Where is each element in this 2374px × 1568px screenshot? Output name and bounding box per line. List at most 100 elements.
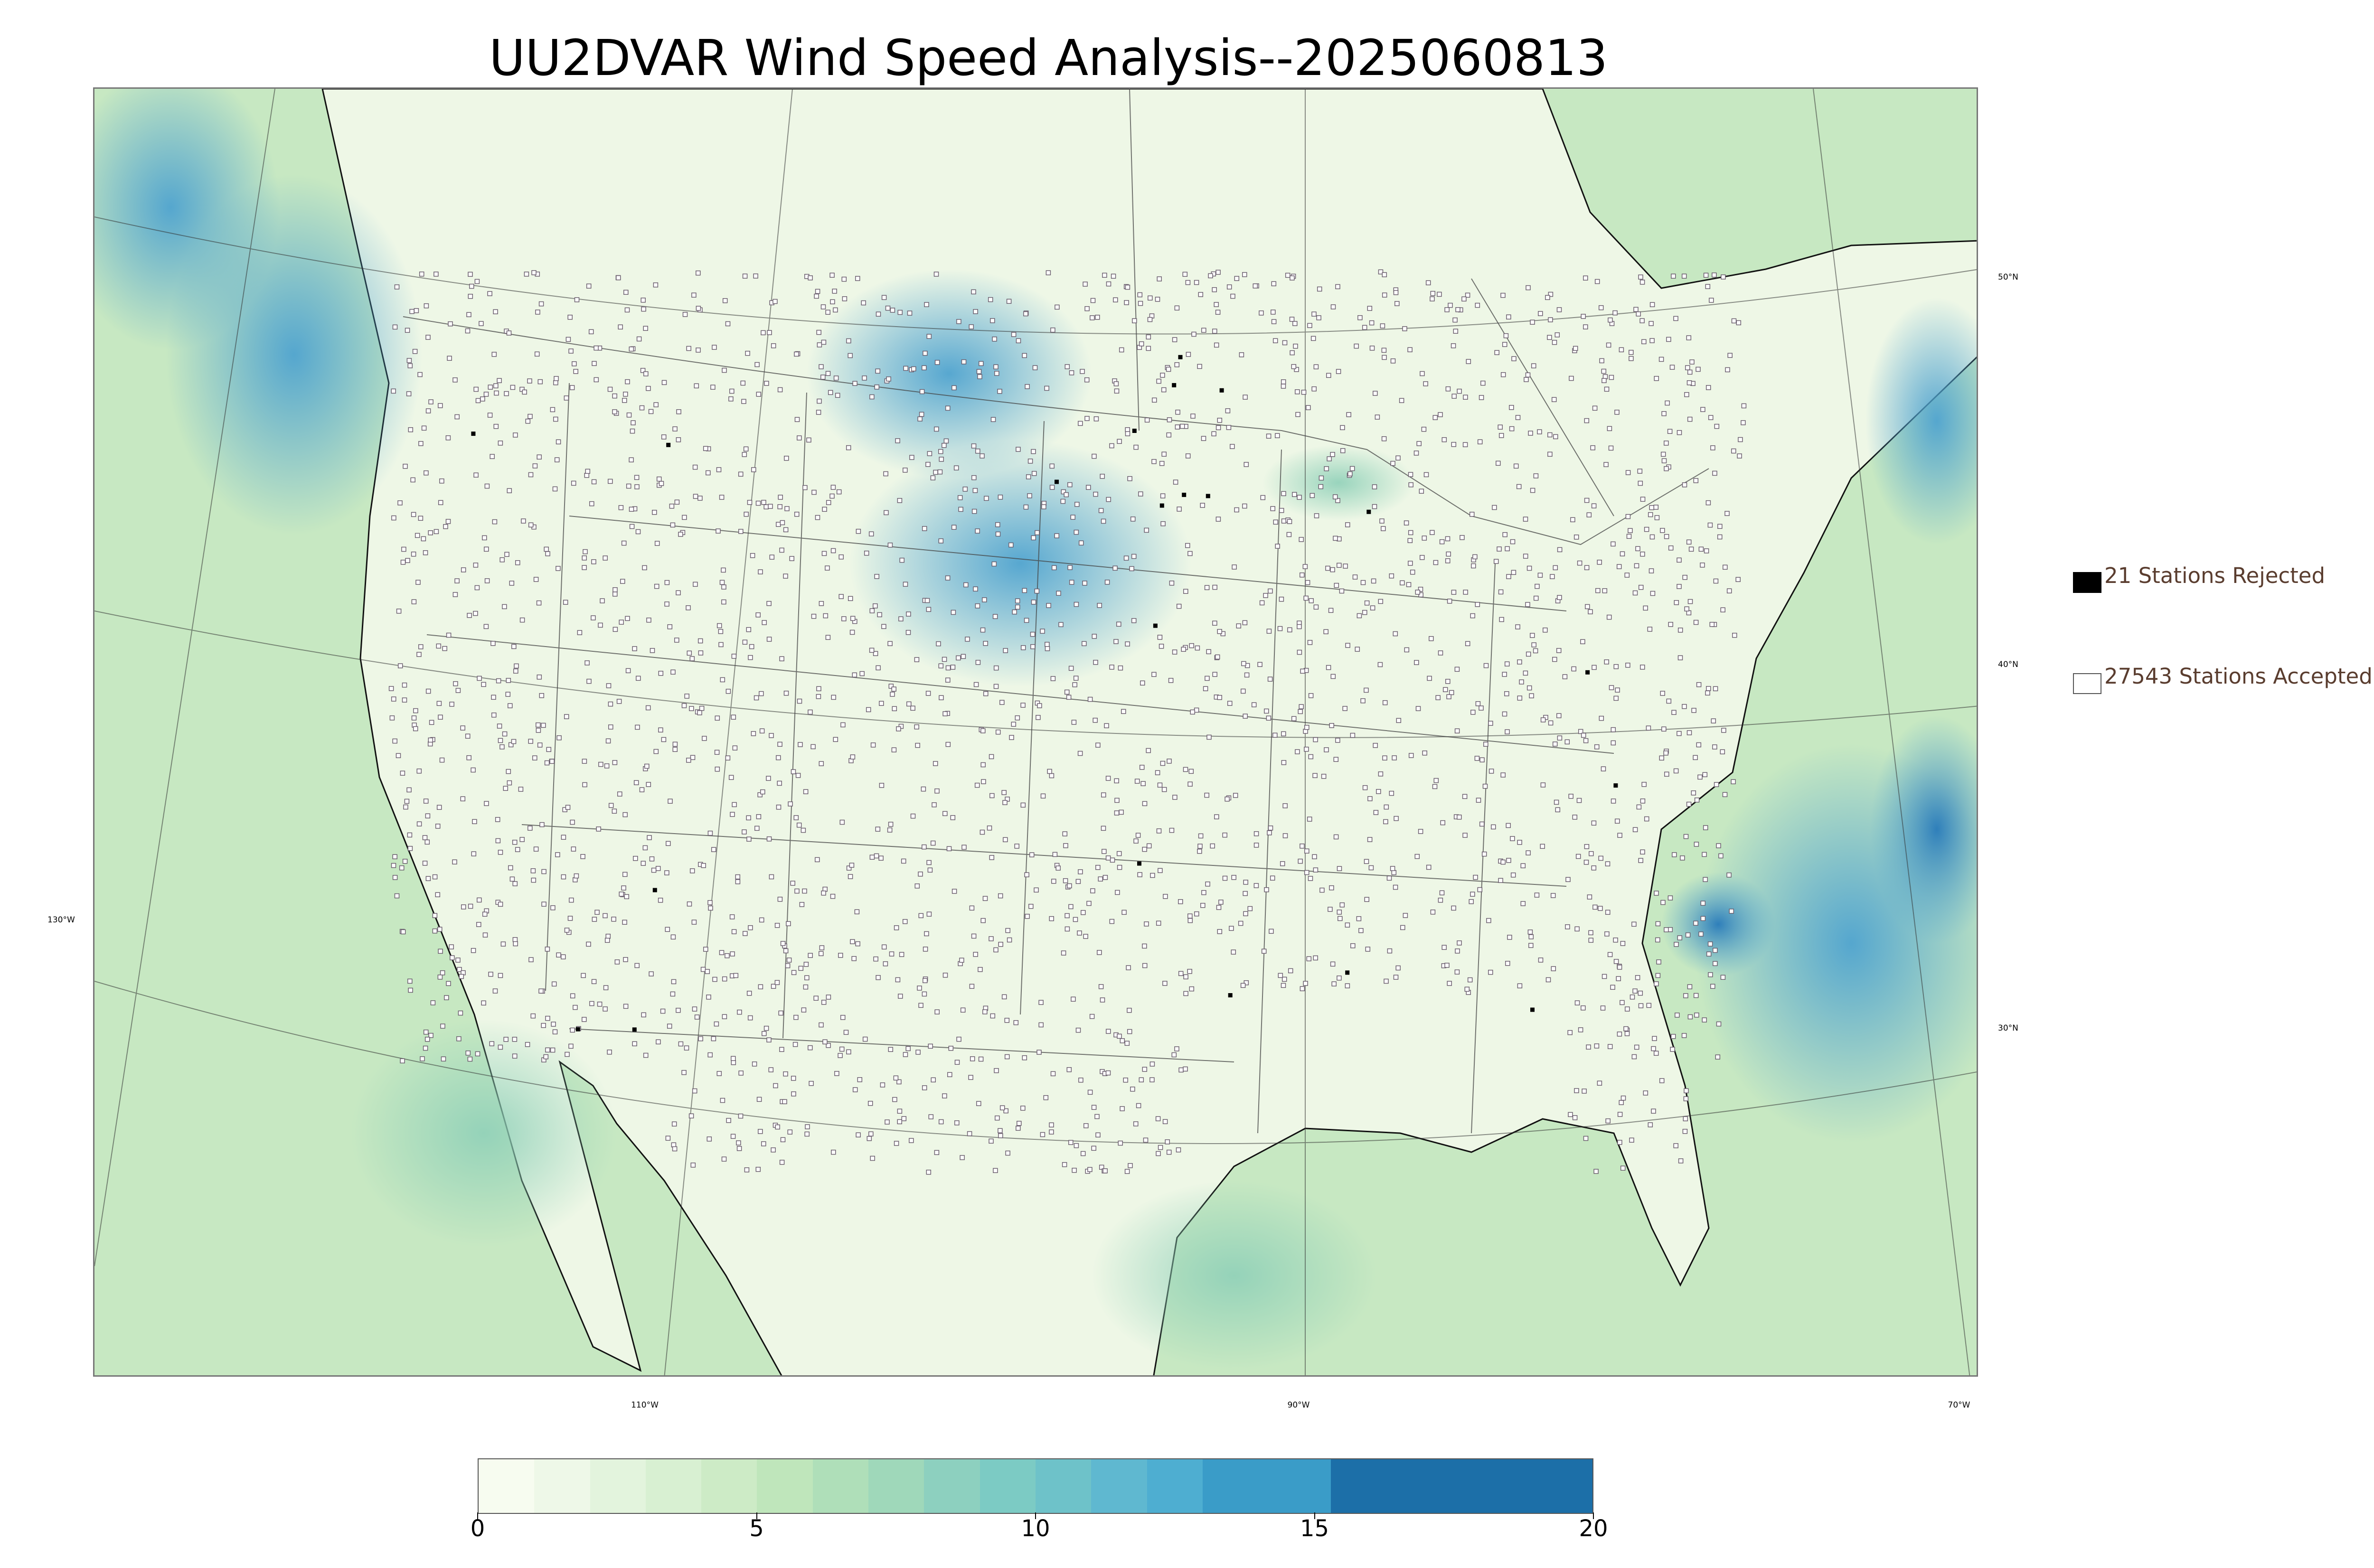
station-accepted [1123, 1077, 1128, 1083]
station-accepted [1718, 853, 1724, 859]
station-accepted [1393, 290, 1399, 295]
station-accepted [1548, 720, 1554, 726]
station-accepted [932, 802, 937, 807]
station-accepted [1075, 1027, 1081, 1033]
station-accepted [1389, 573, 1394, 579]
station-accepted [556, 735, 562, 741]
station-accepted [1273, 519, 1279, 525]
station-accepted [909, 1138, 914, 1143]
station-accepted [1667, 429, 1673, 434]
station-accepted [528, 739, 533, 744]
station-accepted [1113, 297, 1118, 302]
station-accepted [846, 865, 852, 871]
station-accepted [1078, 421, 1083, 426]
station-accepted [1277, 626, 1283, 631]
station-accepted [397, 500, 403, 506]
station-accepted [1242, 620, 1248, 626]
station-accepted [653, 282, 659, 288]
station-accepted [1303, 981, 1308, 986]
station-accepted [1664, 441, 1669, 446]
station-accepted [808, 953, 813, 958]
station-accepted [472, 819, 477, 824]
station-accepted [669, 503, 675, 509]
station-accepted [1179, 423, 1185, 429]
station-accepted [1285, 272, 1291, 278]
station-accepted [803, 789, 809, 794]
station-accepted [1281, 983, 1286, 988]
wind-atlantic-core [1661, 872, 1775, 976]
station-accepted [1242, 272, 1247, 277]
station-accepted [1724, 511, 1730, 516]
station-accepted [735, 874, 741, 880]
station-accepted [1243, 394, 1248, 400]
station-accepted [1062, 831, 1068, 836]
station-accepted [1515, 415, 1521, 420]
station-accepted [984, 496, 989, 501]
station-accepted [1638, 584, 1644, 590]
station-accepted [914, 724, 919, 730]
station-accepted [582, 555, 587, 561]
station-accepted [897, 310, 903, 315]
station-accepted [789, 556, 794, 561]
station-accepted [850, 754, 856, 760]
station-accepted [493, 383, 499, 388]
station-rejected [1153, 623, 1158, 628]
station-accepted [1026, 474, 1031, 479]
station-accepted [716, 623, 722, 629]
station-accepted [885, 305, 891, 311]
colorbar-band-10 [1035, 1459, 1092, 1513]
station-accepted [1620, 941, 1626, 946]
station-accepted [728, 396, 734, 402]
station-accepted [898, 616, 904, 621]
station-accepted [1041, 504, 1046, 509]
station-accepted [1194, 707, 1199, 713]
station-accepted [1636, 311, 1641, 317]
station-accepted [795, 773, 801, 778]
station-accepted [926, 607, 932, 612]
station-accepted [622, 398, 627, 403]
station-accepted [976, 369, 982, 374]
station-accepted [1156, 1151, 1161, 1156]
station-accepted [528, 957, 534, 962]
station-accepted [544, 760, 550, 766]
station-accepted [1253, 843, 1259, 848]
station-accepted [839, 819, 845, 825]
station-accepted [993, 947, 999, 953]
station-accepted [682, 312, 688, 317]
station-accepted [605, 738, 611, 744]
station-accepted [1655, 921, 1661, 927]
station-accepted [1408, 753, 1414, 758]
station-accepted [495, 817, 500, 822]
station-accepted [933, 272, 939, 277]
station-accepted [1212, 329, 1217, 334]
station-accepted [905, 1046, 911, 1052]
station-accepted [711, 1036, 716, 1042]
station-accepted [1215, 270, 1221, 275]
station-accepted [1134, 779, 1140, 784]
station-accepted [897, 1108, 903, 1114]
station-accepted [730, 951, 735, 957]
station-accepted [1182, 272, 1188, 277]
station-accepted [1215, 516, 1221, 522]
station-accepted [1598, 855, 1603, 861]
station-accepted [508, 865, 513, 871]
station-accepted [1086, 485, 1091, 490]
station-accepted [1156, 920, 1161, 926]
station-accepted [1526, 565, 1532, 571]
station-accepted [1709, 298, 1714, 303]
station-accepted [808, 275, 813, 281]
station-accepted [421, 425, 427, 431]
station-accepted [429, 720, 434, 725]
station-accepted [477, 897, 482, 903]
station-accepted [1667, 927, 1673, 932]
station-accepted [959, 958, 964, 963]
station-accepted [1306, 956, 1312, 961]
station-accepted [804, 1131, 810, 1137]
station-accepted [1064, 492, 1069, 498]
station-accepted [1355, 647, 1360, 652]
station-accepted [407, 845, 413, 851]
station-accepted [798, 742, 803, 747]
station-accepted [1668, 545, 1674, 551]
station-accepted [433, 529, 439, 535]
station-accepted [819, 951, 824, 957]
